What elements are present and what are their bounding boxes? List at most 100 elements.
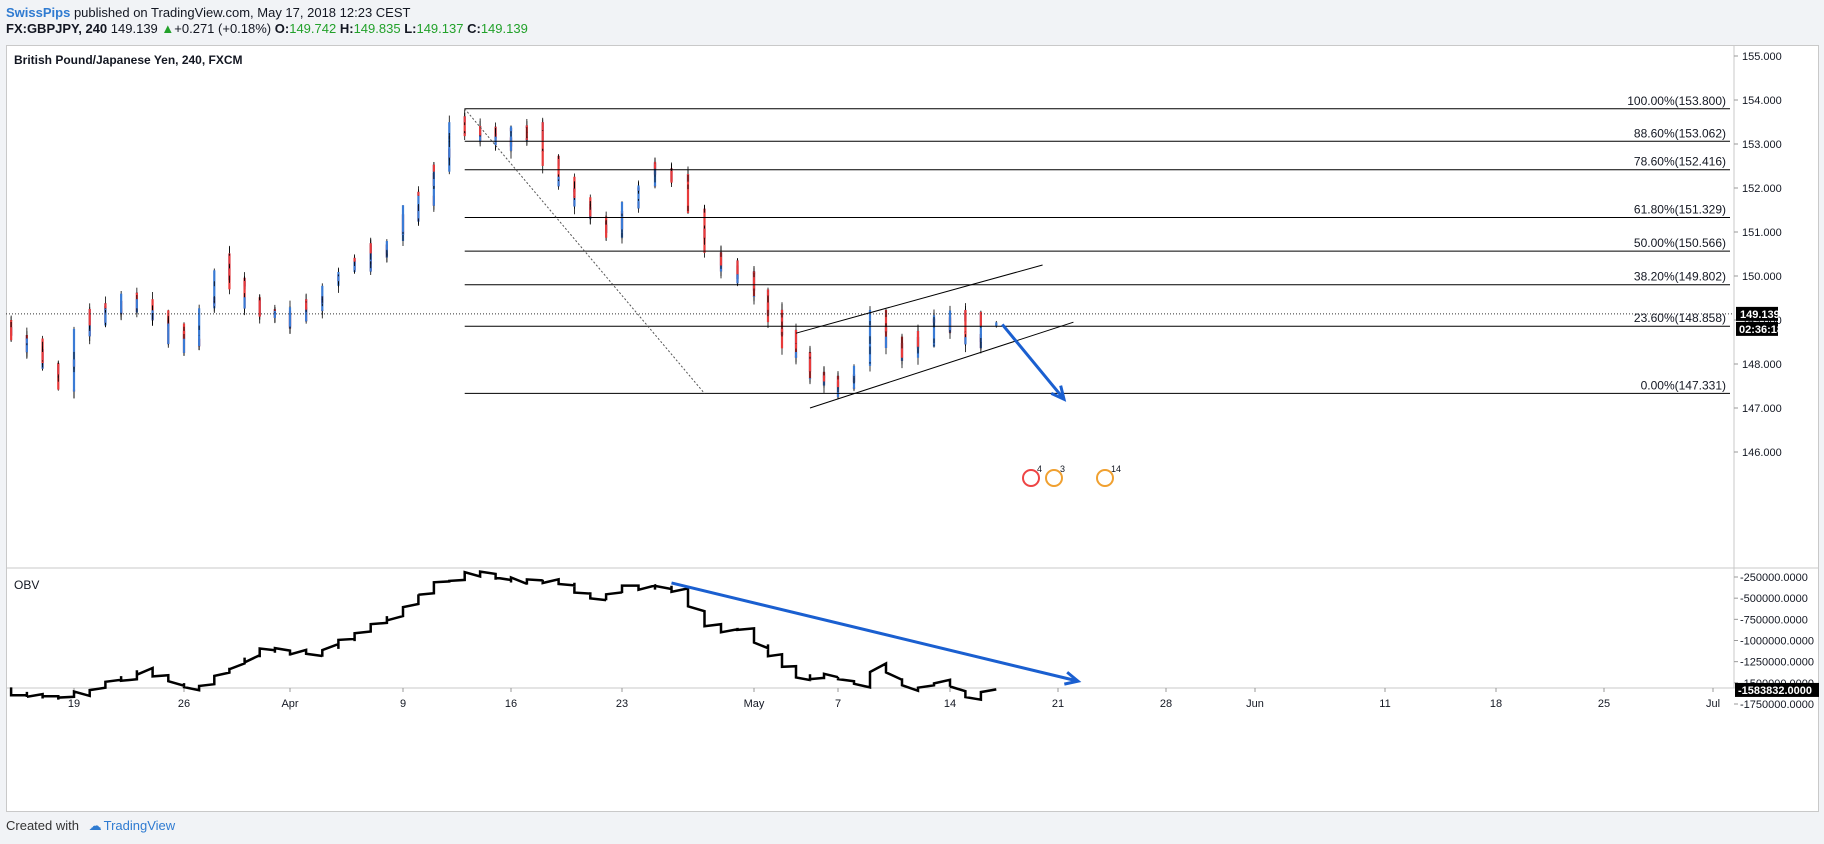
candle-body bbox=[417, 191, 420, 196]
event-badge-count: 4 bbox=[1037, 464, 1042, 474]
candle-body bbox=[868, 321, 872, 337]
candle-body bbox=[213, 301, 216, 307]
candle-body bbox=[637, 185, 640, 191]
candle-body bbox=[401, 205, 405, 232]
price-pane-title: British Pound/Japanese Yen, 240, FXCM bbox=[14, 53, 243, 67]
price-tick-label: 154.000 bbox=[1742, 95, 1782, 107]
countdown-tag bbox=[1736, 321, 1778, 336]
fib-level-label: 23.60%(148.858) bbox=[1634, 311, 1726, 325]
candle-body bbox=[243, 280, 246, 300]
candle-body bbox=[868, 361, 872, 366]
candle-body bbox=[736, 274, 739, 284]
candle-body bbox=[10, 327, 13, 341]
ohlc-line: FX:GBPJPY, 240 149.139 ▲+0.271 (+0.18%) … bbox=[6, 21, 528, 36]
channel-line[interactable] bbox=[809, 321, 1074, 409]
candle-body bbox=[463, 133, 466, 137]
event-badge-icon[interactable] bbox=[1022, 469, 1040, 487]
event-badge-icon[interactable] bbox=[1096, 469, 1114, 487]
candle-body bbox=[766, 302, 770, 317]
candle-body bbox=[541, 150, 544, 166]
obv-down-arrow[interactable] bbox=[671, 581, 1079, 683]
candle-body bbox=[213, 281, 216, 297]
obv-tick-label: -750000.0000 bbox=[1740, 614, 1808, 626]
candle-body bbox=[57, 381, 60, 390]
candle-body bbox=[794, 351, 798, 358]
change-value: +0.271 (+0.18%) bbox=[174, 21, 272, 36]
candle-body bbox=[258, 300, 261, 317]
candle-body bbox=[41, 351, 44, 362]
candle-body bbox=[228, 282, 231, 290]
fib-level-label: 38.20%(149.802) bbox=[1634, 270, 1726, 284]
candle-body bbox=[25, 343, 28, 353]
candle-body bbox=[686, 211, 690, 213]
symbol-label: FX:GBPJPY, 240 bbox=[6, 21, 108, 36]
price-tick-label: 152.000 bbox=[1742, 183, 1782, 195]
candle-body bbox=[509, 126, 513, 132]
candle-body bbox=[653, 161, 657, 164]
candle-body bbox=[736, 260, 739, 284]
candle-body bbox=[417, 204, 420, 219]
event-badge-icon[interactable] bbox=[1045, 469, 1063, 487]
fib-level-label: 50.00%(150.566) bbox=[1634, 236, 1726, 250]
candle-body bbox=[964, 309, 967, 333]
obv-tick-label: -1000000.0000 bbox=[1740, 636, 1814, 648]
candle-body bbox=[385, 241, 388, 250]
time-tick-label: 28 bbox=[1160, 698, 1172, 710]
candle-body bbox=[337, 271, 340, 275]
candle-body bbox=[868, 309, 872, 322]
candle-body bbox=[852, 365, 856, 376]
time-tick-label: 11 bbox=[1379, 698, 1390, 710]
candle-body bbox=[213, 270, 216, 282]
candle-body bbox=[525, 138, 528, 140]
candle-body bbox=[57, 363, 60, 378]
candle-body bbox=[686, 189, 690, 212]
candle-body bbox=[273, 312, 276, 319]
candle-body bbox=[88, 308, 91, 326]
candle-body bbox=[448, 140, 451, 158]
candle-body bbox=[72, 328, 76, 352]
candle-body bbox=[964, 337, 967, 345]
tradingview-link[interactable]: TradingView bbox=[103, 818, 176, 833]
candle-body bbox=[337, 274, 340, 282]
obv-last-label: -1583832.0000 bbox=[1738, 685, 1812, 697]
candle-body bbox=[479, 132, 482, 142]
price-tick-label: 148.000 bbox=[1742, 359, 1782, 371]
candle-body bbox=[288, 307, 292, 327]
fib-level-label: 61.80%(151.329) bbox=[1634, 203, 1726, 217]
candle-body bbox=[780, 336, 784, 349]
candle-body bbox=[589, 209, 592, 217]
candle-body bbox=[151, 310, 154, 314]
last-price-label: 149.139 bbox=[1740, 309, 1780, 321]
candle-body bbox=[932, 315, 936, 318]
candle-body bbox=[305, 299, 308, 303]
time-tick-label: 19 bbox=[68, 698, 80, 710]
candle-body bbox=[900, 348, 904, 358]
footer: Created with ☁ TradingView bbox=[6, 818, 175, 834]
candle-body bbox=[557, 158, 560, 187]
fib-level-label: 78.60%(152.416) bbox=[1634, 155, 1726, 169]
candle-body bbox=[836, 379, 840, 388]
candle-body bbox=[198, 325, 201, 335]
publish-line: SwissPips published on TradingView.com, … bbox=[6, 5, 410, 20]
publish-info: published on TradingView.com, May 17, 20… bbox=[73, 5, 411, 20]
obv-tick-label: -1250000.0000 bbox=[1740, 657, 1814, 669]
candle-body bbox=[703, 244, 706, 253]
event-badge-count: 14 bbox=[1111, 464, 1121, 474]
obv-pane-title: OBV bbox=[14, 578, 39, 592]
candle-body bbox=[25, 338, 28, 344]
candle-body bbox=[321, 285, 324, 297]
author-link[interactable]: SwissPips bbox=[6, 5, 71, 20]
price-down-arrow[interactable] bbox=[1001, 323, 1066, 401]
candle-body bbox=[305, 302, 308, 310]
fib-level-label: 88.60%(153.062) bbox=[1634, 126, 1726, 140]
event-badge-count: 3 bbox=[1060, 464, 1065, 474]
time-tick-label: 18 bbox=[1490, 698, 1502, 710]
price-down-arrow-head bbox=[1050, 385, 1067, 402]
candle-body bbox=[167, 323, 170, 345]
candle-body bbox=[432, 164, 435, 172]
time-tick-label: Apr bbox=[281, 698, 298, 710]
chart-canvas[interactable]: British Pound/Japanese Yen, 240, FXCM OBV… bbox=[6, 45, 1819, 812]
candle-body bbox=[432, 184, 435, 206]
channel-line[interactable] bbox=[795, 264, 1043, 334]
candle-body bbox=[573, 188, 576, 197]
